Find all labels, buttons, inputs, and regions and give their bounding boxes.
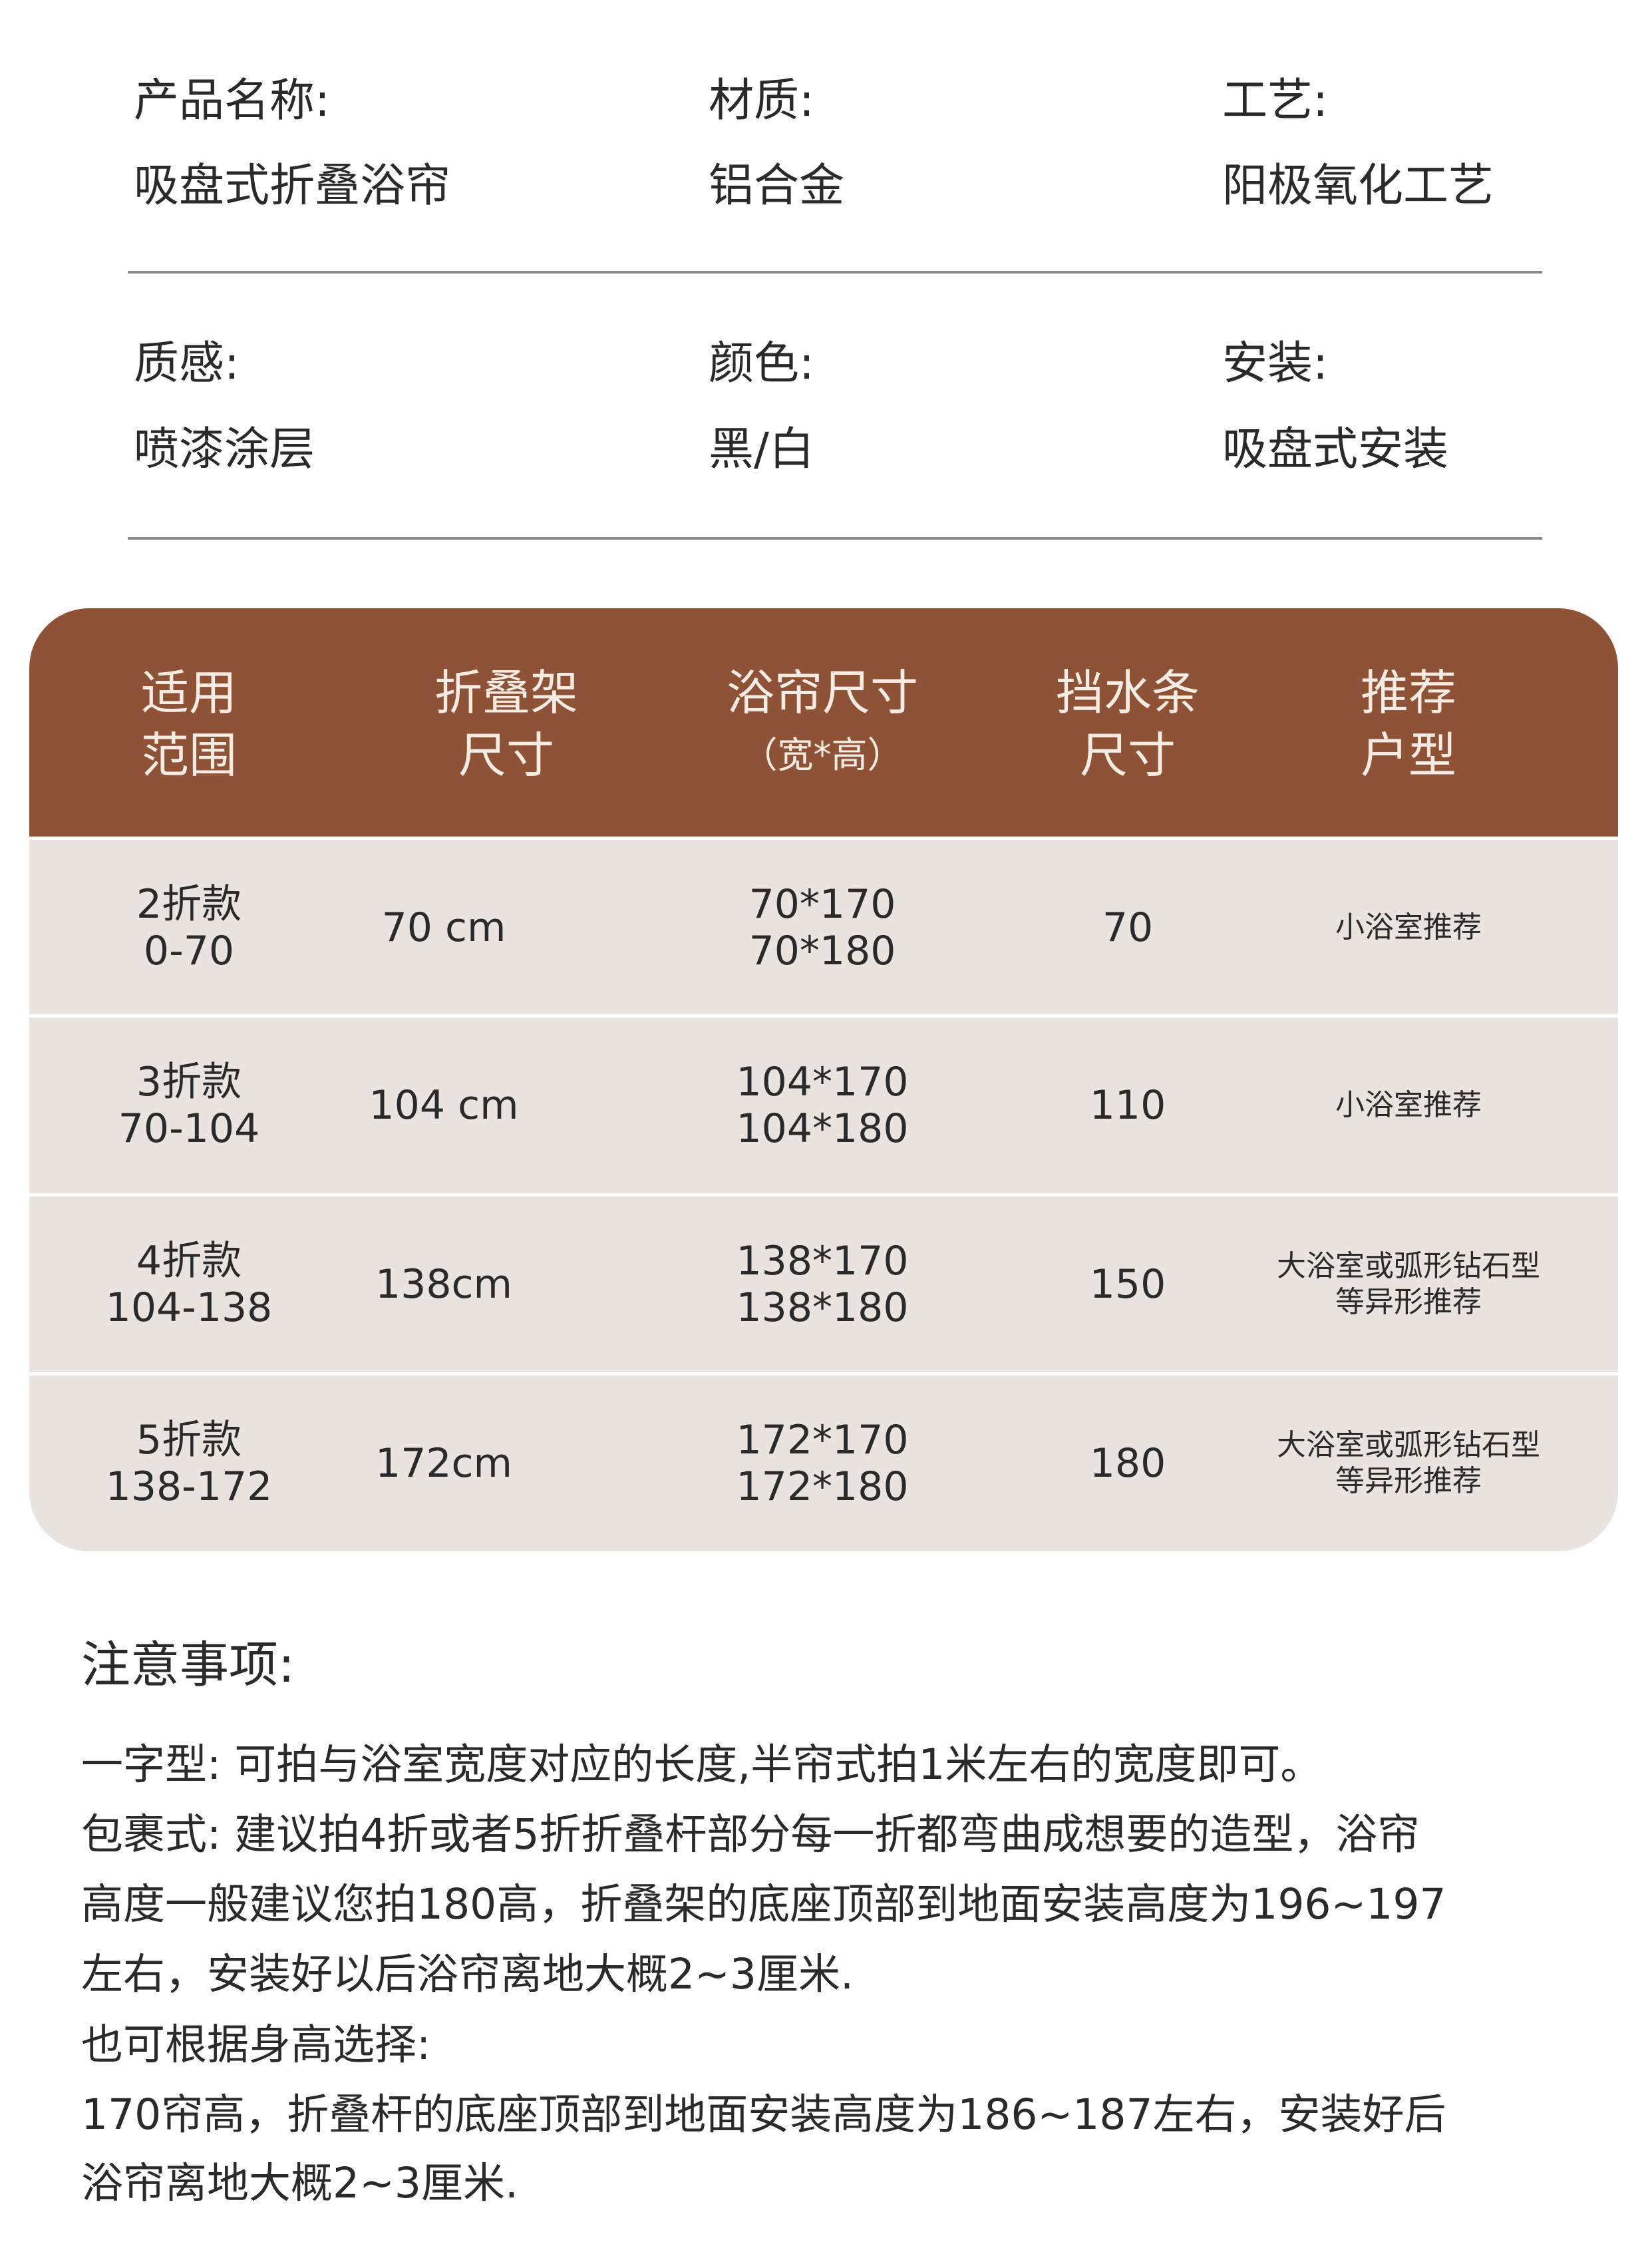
header-recommend: 推荐 户型 — [1361, 662, 1456, 787]
spec-label-process: 工艺: — [1222, 75, 1328, 127]
divider — [128, 271, 1542, 274]
cell-recommend-line: 小浴室推荐 — [1335, 1088, 1482, 1122]
cell-frame-size: 70 cm — [381, 904, 506, 951]
table-row: 2折款 0-70 70 cm 70*170 70*180 70 小浴室推荐 — [29, 837, 1618, 1016]
cell-frame-size: 138cm — [375, 1261, 512, 1308]
header-water-strip: 挡水条 尺寸 — [1056, 662, 1200, 787]
spec-value-color: 黑/白 — [709, 423, 814, 476]
cell-size-170: 70*170 — [748, 881, 896, 928]
divider — [128, 537, 1542, 540]
cell-water-strip: 70 — [1102, 904, 1154, 951]
cell-recommend-line: 小浴室推荐 — [1335, 910, 1482, 944]
table-row: 4折款 104-138 138cm 138*170 138*180 150 大浴室或弧形钻石… — [29, 1193, 1618, 1372]
cell-curtain-size: 138*170 138*180 — [736, 1238, 908, 1331]
cell-range: 70-104 — [118, 1105, 260, 1152]
spec-label-color: 颜色: — [709, 337, 814, 390]
cell-recommend: 小浴室推荐 — [1335, 910, 1482, 946]
cell-recommend-line: 等异形推荐 — [1335, 1464, 1482, 1498]
header-text: 户型 — [1360, 727, 1457, 783]
spec-value-process: 阳极氧化工艺 — [1222, 160, 1494, 212]
note-line: 包裹式: 建议拍4折或者5折折叠杆部分每一折都弯曲成想要的造型，浴帘 — [81, 1810, 1420, 1859]
cell-frame-size: 104 cm — [369, 1082, 519, 1129]
header-frame-size: 折叠架 尺寸 — [434, 662, 578, 787]
cell-curtain-size: 70*170 70*180 — [749, 881, 896, 974]
header-text: 尺寸 — [1079, 727, 1176, 783]
header-text: 挡水条 — [1055, 665, 1200, 721]
table-header: 适用范围 折叠架尺寸 浴帘尺寸 （宽*高） 挡水条尺寸 推荐户型 — [29, 608, 1618, 837]
cell-size-170: 172*170 — [736, 1417, 909, 1463]
cell-curtain-size: 104*170 104*180 — [736, 1059, 908, 1152]
cell-size-180: 70*180 — [748, 928, 896, 974]
header-curtain-size: 浴帘尺寸 （宽*高） — [727, 662, 918, 787]
cell-recommend: 大浴室或弧形钻石型 等异形推荐 — [1277, 1248, 1540, 1320]
header-text: 尺寸 — [458, 727, 555, 783]
spec-label-product-name: 产品名称: — [134, 75, 330, 127]
spec-label-material: 材质: — [709, 75, 814, 127]
cell-size-180: 104*180 — [736, 1105, 909, 1152]
note-line: 浴帘离地大概2~3厘米. — [81, 2159, 518, 2207]
header-text: 范围 — [140, 727, 238, 783]
header-text: 浴帘尺寸 — [726, 665, 919, 721]
cell-water-strip: 180 — [1089, 1440, 1166, 1487]
note-line: 也可根据身高选择: — [81, 2020, 431, 2069]
table-row: 3折款 70-104 104 cm 104*170 104*180 110 小浴室推荐 — [29, 1014, 1618, 1193]
cell-recommend-line: 等异形推荐 — [1335, 1285, 1482, 1319]
cell-recommend-line: 大浴室或弧形钻石型 — [1277, 1428, 1540, 1462]
cell-size-180: 172*180 — [736, 1463, 909, 1510]
cell-model: 4折款 — [136, 1238, 242, 1284]
note-line: 左右，安装好以后浴帘离地大概2~3厘米. — [81, 1950, 854, 1998]
spec-value-material: 铝合金 — [709, 160, 845, 212]
cell-model: 5折款 — [136, 1417, 242, 1463]
cell-size-170: 138*170 — [736, 1238, 909, 1284]
cell-recommend: 大浴室或弧形钻石型 等异形推荐 — [1277, 1427, 1540, 1499]
header-range: 适用 范围 — [141, 662, 237, 787]
cell-size-170: 104*170 — [736, 1059, 909, 1105]
spec-label-install: 安装: — [1222, 337, 1328, 390]
note-line: 高度一般建议您拍180高，折叠架的底座顶部到地面安装高度为196~197 — [81, 1880, 1446, 1929]
note-line: 一字型: 可拍与浴室宽度对应的长度,半帘式拍1米左右的宽度即可。 — [81, 1740, 1323, 1789]
cell-model-range: 2折款 0-70 — [136, 881, 242, 974]
cell-water-strip: 150 — [1089, 1261, 1166, 1308]
cell-recommend-line: 大浴室或弧形钻石型 — [1277, 1249, 1540, 1283]
header-text: 折叠架 — [434, 665, 579, 721]
cell-model: 2折款 — [136, 881, 242, 928]
cell-model-range: 3折款 70-104 — [118, 1059, 260, 1152]
spec-value-install: 吸盘式安装 — [1222, 423, 1449, 476]
cell-water-strip: 110 — [1089, 1082, 1166, 1129]
header-text: 推荐 — [1360, 665, 1457, 721]
header-subtext: （宽*高） — [741, 734, 904, 776]
cell-range: 104-138 — [105, 1284, 273, 1331]
cell-range: 138-172 — [105, 1463, 273, 1510]
cell-recommend: 小浴室推荐 — [1335, 1087, 1482, 1123]
spec-value-product-name: 吸盘式折叠浴帘 — [134, 160, 451, 212]
table-row: 5折款 138-172 172cm 172*170 172*180 180 大浴室或弧形钻石… — [29, 1372, 1618, 1551]
cell-model-range: 5折款 138-172 — [106, 1417, 273, 1510]
spec-label-texture: 质感: — [134, 337, 240, 390]
header-text: 适用 — [140, 665, 238, 721]
note-line: 170帘高，折叠杆的底座顶部到地面安装高度为186~187左右，安装好后 — [81, 2090, 1446, 2139]
size-table: 适用范围 折叠架尺寸 浴帘尺寸 （宽*高） 挡水条尺寸 推荐户型 2折款 0-70 7… — [29, 608, 1618, 1551]
spec-value-texture: 喷漆涂层 — [134, 423, 315, 476]
cell-model-range: 4折款 104-138 — [106, 1238, 273, 1331]
cell-frame-size: 172cm — [375, 1440, 512, 1487]
cell-curtain-size: 172*170 172*180 — [736, 1417, 908, 1510]
cell-model: 3折款 — [136, 1059, 242, 1105]
cell-range: 0-70 — [143, 928, 235, 974]
cell-size-180: 138*180 — [736, 1284, 909, 1331]
notes-title: 注意事项: — [81, 1636, 295, 1694]
